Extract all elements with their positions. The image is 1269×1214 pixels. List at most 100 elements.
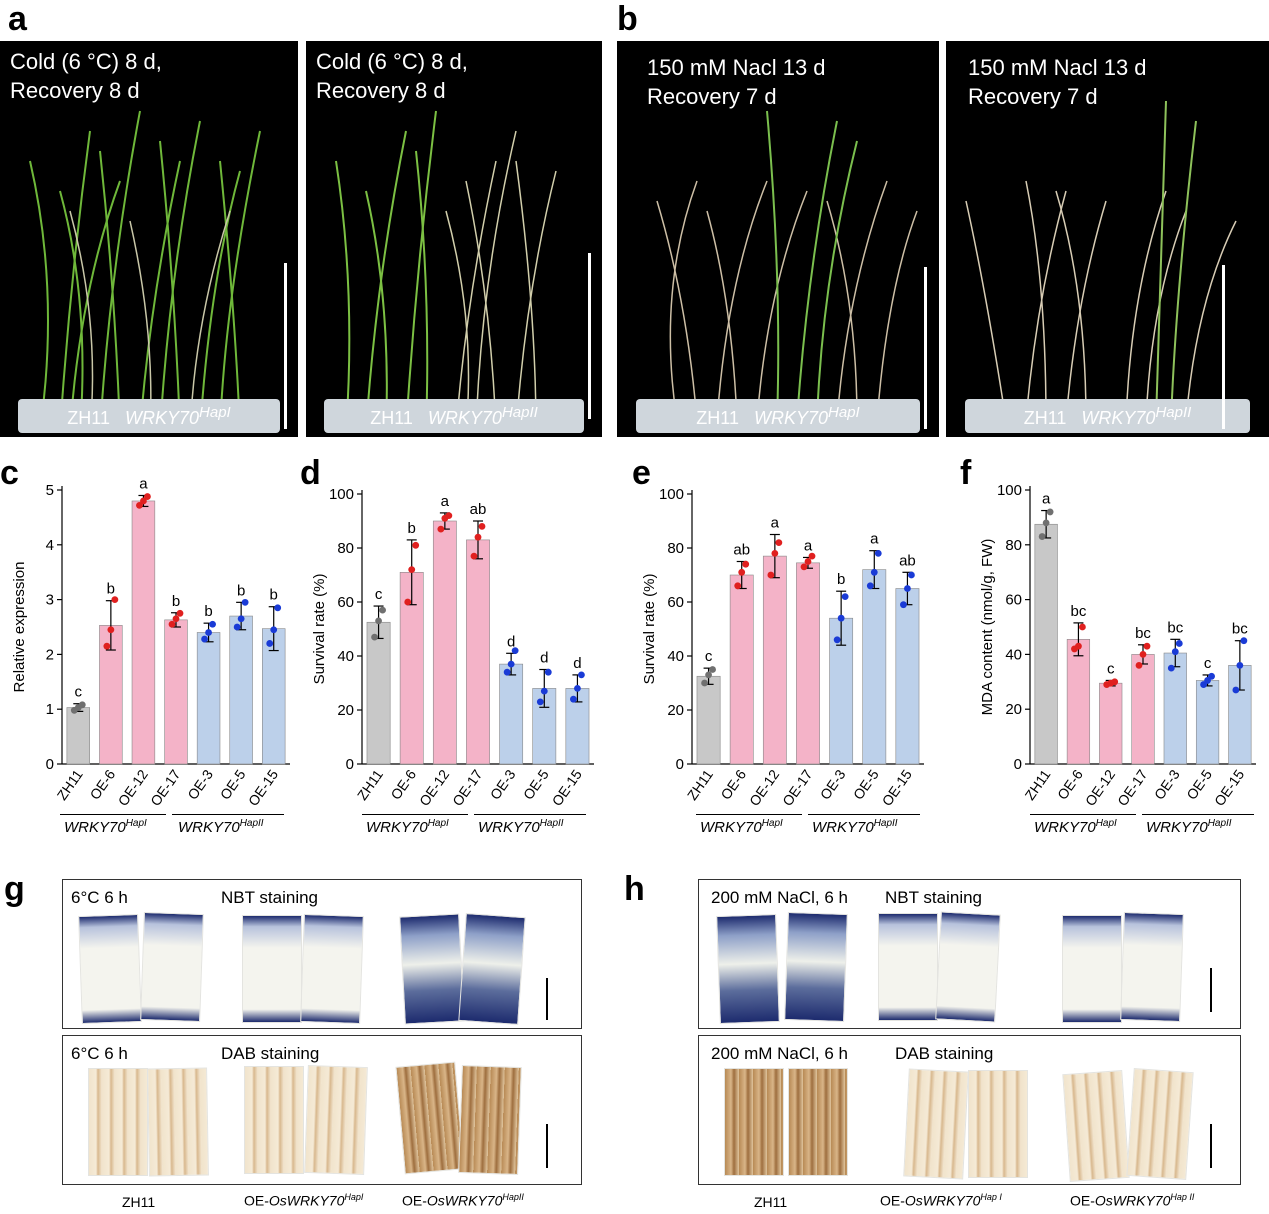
data-point: [800, 563, 808, 571]
data-point: [140, 497, 147, 505]
scale-bar: [1210, 1124, 1212, 1168]
dab-stained-leaf: [244, 1066, 304, 1174]
dab-stained-leaf: [1062, 1070, 1130, 1182]
x-tick-label: OE-15: [879, 766, 915, 808]
data-point: [1167, 664, 1175, 672]
x-tick-label: OE-17: [779, 766, 815, 808]
data-point: [1046, 508, 1054, 516]
x-tick-label: OE-5: [1183, 766, 1215, 802]
panel-letter-h: h: [624, 870, 645, 908]
x-tick-label: OE-17: [1114, 766, 1150, 808]
x-tick-label: ZH11: [684, 766, 716, 803]
significance-letter: b: [107, 581, 115, 598]
data-point: [701, 679, 708, 687]
nbt-stained-leaf: [1120, 911, 1184, 1023]
dab-stained-leaf: [1126, 1068, 1194, 1180]
label-oe-hapII-g: OE-OsWRKY70HapII: [402, 1192, 524, 1209]
panel-letter-g: g: [4, 870, 25, 908]
data-point: [1208, 672, 1215, 680]
bar: [229, 615, 253, 765]
significance-letter: b: [270, 587, 278, 604]
tray-label: ZH11 WRKY70HapI: [67, 404, 231, 428]
data-point: [1232, 686, 1240, 694]
group-underline: [808, 814, 920, 815]
data-point: [775, 539, 783, 546]
y-tick-label: 0: [46, 756, 54, 773]
data-point: [734, 582, 742, 590]
nbt-stained-leaf: [1062, 915, 1122, 1023]
data-point: [274, 604, 282, 612]
x-tick-label: OE-15: [245, 766, 281, 808]
dab-stained-leaf: [88, 1068, 148, 1176]
condition-label: 6°C 6 h: [71, 1044, 128, 1063]
data-point: [470, 552, 478, 560]
y-tick-label: 1: [46, 701, 54, 718]
photo-cold-hapII: Cold (6 °C) 8 d, Recovery 8 d ZH11 WRKY70…: [306, 41, 602, 437]
data-point: [536, 698, 544, 706]
x-tick-label: OE-15: [1211, 766, 1247, 808]
data-point: [705, 671, 712, 679]
data-point: [578, 671, 585, 679]
tray: [323, 399, 585, 433]
data-point: [103, 642, 111, 650]
tray: [636, 399, 920, 433]
bar: [1099, 682, 1123, 765]
y-tick-label: 80: [1005, 537, 1022, 554]
data-point: [771, 550, 779, 557]
y-tick-label: 0: [1014, 756, 1022, 773]
x-tick-label: OE-12: [416, 766, 452, 808]
rice-seedlings-image: [335, 110, 557, 432]
nbt-stained-leaf: [716, 913, 780, 1025]
data-point: [371, 633, 378, 641]
data-point: [841, 593, 849, 600]
x-tick-label: ZH11: [1021, 766, 1053, 803]
label-zh11-h: ZH11: [754, 1194, 788, 1210]
x-tick-label: OE-17: [449, 766, 485, 808]
photo-caption: Cold (6 °C) 8 d, Recovery 8 d: [316, 49, 468, 103]
data-point: [408, 566, 416, 573]
x-tick-label: OE-3: [487, 766, 519, 802]
data-point: [111, 596, 119, 603]
bar: [729, 574, 754, 765]
data-point: [808, 552, 816, 560]
chart-f-svg: 0 20 40 60 80 100 MDA content (nmol/g, FW) a ZH1…: [979, 482, 1256, 809]
x-tick-label: OE-5: [217, 766, 249, 802]
data-point: [570, 695, 577, 703]
significance-letter: a: [771, 515, 780, 532]
tray-label: ZH11 WRKY70HapI: [696, 404, 860, 428]
y-tick-label: 60: [337, 594, 354, 611]
group-underline: [696, 814, 802, 815]
significance-letter: c: [75, 684, 83, 701]
photo-salt-hapI: 150 mM Nacl 13 d Recovery 7 d ZH11 WRKY70…: [617, 41, 939, 437]
significance-letter: b: [204, 603, 212, 620]
data-point: [107, 626, 115, 634]
x-tick-label: OE-12: [115, 766, 151, 808]
scale-bar: [588, 253, 591, 419]
dab-stained-leaf: [304, 1064, 368, 1176]
y-tick-label: 80: [337, 540, 354, 557]
y-tick-label: 0: [346, 756, 354, 773]
data-point: [136, 501, 143, 509]
significance-letter: a: [804, 537, 813, 554]
stain-label: NBT staining: [885, 888, 983, 907]
significance-letter: b: [237, 582, 245, 599]
bar: [1066, 639, 1091, 765]
data-point: [266, 640, 274, 647]
y-tick-label: 100: [659, 486, 684, 503]
stain-label: DAB staining: [221, 1044, 320, 1063]
data-point: [241, 598, 249, 606]
chart-c-svg: 0 1 2 3 4 5 Relative expression c ZH11 b OE-6 a OE-1…: [11, 475, 290, 809]
nbt-stained-leaf: [399, 913, 465, 1025]
photo-salt-hapII: 150 mM Nacl 13 d Recovery 7 d ZH11 WRKY70…: [946, 41, 1269, 437]
y-axis-label: Survival rate (%): [641, 574, 658, 685]
data-point: [168, 620, 176, 628]
y-tick-label: 40: [667, 648, 684, 665]
x-tick-label: ZH11: [54, 766, 86, 803]
nbt-stained-leaf: [242, 915, 302, 1023]
chart-e: 0 20 40 60 80 100 Survival rate (%) c ZH11 ab OE-6…: [630, 470, 960, 840]
label-zh11-g: ZH11: [122, 1194, 156, 1210]
data-point: [900, 601, 907, 609]
rice-seedlings-image: [965, 100, 1237, 422]
significance-letter: ab: [899, 552, 916, 569]
bar: [131, 500, 156, 765]
